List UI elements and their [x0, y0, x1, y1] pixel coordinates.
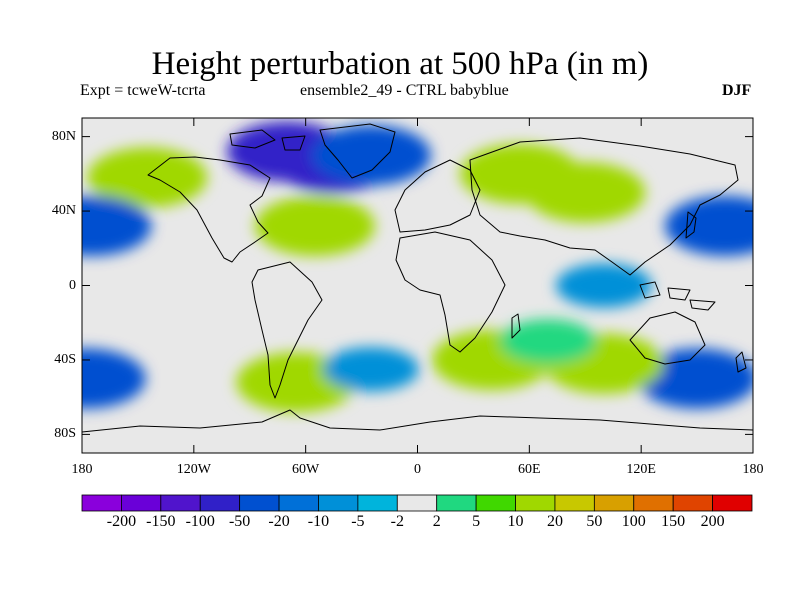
x-tick-label-2: 60W [292, 462, 320, 477]
chart-title: Height perturbation at 500 hPa (in m) [151, 46, 649, 82]
colorbar-swatch-6 [318, 494, 359, 512]
y-tick-label-2: 0 [69, 277, 76, 293]
field-feature-3 [87, 147, 208, 208]
colorbar-swatch-11 [515, 494, 556, 512]
colorbar-swatch-0 [81, 494, 122, 512]
field-feature-11 [82, 348, 146, 409]
colorbar-swatch-4 [239, 494, 280, 512]
colorbar-swatch-8 [396, 494, 438, 512]
colorbar-label-10: 10 [507, 513, 524, 530]
field-feature-14 [499, 319, 596, 364]
experiment-label: Expt = tcweW-tcrta [80, 82, 206, 99]
ensemble-label: ensemble2_49 - CTRL babyblue [300, 82, 509, 99]
colorbar [81, 494, 753, 512]
colorbar-label-8: 2 [432, 513, 441, 530]
field-feature-5 [525, 162, 646, 223]
field-feature-6 [254, 195, 375, 256]
colorbar-label-4: -20 [268, 513, 290, 530]
field-feature-8 [82, 195, 152, 256]
colorbar-swatch-5 [278, 494, 319, 512]
axis-ticks [81, 118, 754, 453]
colorbar-label-11: 20 [546, 513, 563, 530]
colorbar-swatch-13 [593, 494, 635, 512]
coastlines [82, 123, 753, 433]
x-tick-label-6: 180 [742, 462, 764, 477]
y-tick-label-4: 80S [54, 426, 76, 442]
colorbar-swatch-9 [436, 494, 477, 512]
y-tick-label-1: 40N [51, 203, 76, 219]
field-feature-16 [555, 263, 652, 308]
y-tick-label-3: 40S [54, 351, 76, 367]
colorbar-label-0: -200 [106, 513, 137, 530]
colorbar-swatch-3 [199, 494, 241, 512]
x-tick-label-5: 120E [626, 462, 656, 477]
colorbar-swatch-2 [160, 494, 201, 512]
colorbar-swatch-12 [554, 494, 595, 512]
colorbar-label-1: -150 [146, 513, 176, 530]
x-tick-label-4: 60E [518, 462, 541, 477]
colorbar-label-15: 200 [700, 513, 725, 530]
colorbar-label-13: 100 [621, 513, 646, 530]
perturbation-field [82, 121, 753, 413]
field-feature-2 [310, 125, 431, 186]
colorbar-swatch-10 [475, 494, 516, 512]
colorbar-swatch-16 [712, 494, 753, 512]
colorbar-label-5: -10 [307, 513, 330, 530]
colorbar-swatch-1 [121, 494, 162, 512]
season-label: DJF [722, 82, 752, 99]
y-tick-label-0: 80N [51, 128, 76, 144]
colorbar-label-9: 5 [472, 513, 481, 530]
colorbar-label-6: -5 [351, 513, 365, 530]
field-feature-7 [665, 195, 753, 256]
x-tick-label-3: 0 [414, 462, 421, 477]
colorbar-label-2: -100 [185, 513, 215, 530]
x-tick-label-0: 180 [71, 462, 93, 477]
colorbar-swatch-15 [672, 494, 713, 512]
colorbar-swatch-14 [633, 494, 674, 512]
x-tick-label-1: 120W [176, 462, 211, 477]
colorbar-label-12: 50 [586, 513, 603, 530]
field-feature-15 [322, 347, 419, 392]
colorbar-label-7: -2 [390, 513, 404, 530]
colorbar-swatch-7 [357, 494, 398, 512]
colorbar-label-14: 150 [661, 513, 686, 530]
colorbar-label-3: -50 [228, 513, 251, 530]
